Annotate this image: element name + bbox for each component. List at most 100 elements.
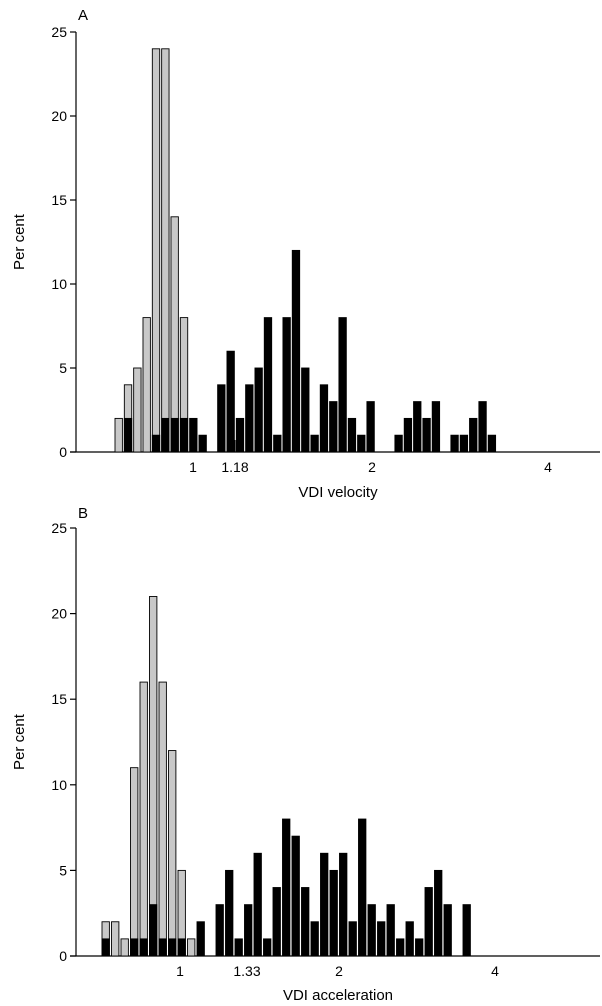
black-bar bbox=[394, 434, 403, 453]
grey-bar bbox=[133, 367, 142, 453]
panel-label: A bbox=[78, 7, 88, 24]
y-tick-label: 10 bbox=[51, 276, 67, 292]
grey-bar bbox=[149, 596, 158, 957]
y-tick-label: 20 bbox=[51, 606, 67, 622]
black-bar bbox=[424, 887, 433, 957]
black-bar bbox=[319, 384, 329, 453]
panel-a: A 0 5 10 15 20 25 1 1.18 2 4 VDI velocity Per… bbox=[11, 7, 600, 501]
x-tick-label: 1 bbox=[176, 963, 184, 979]
black-bar bbox=[358, 818, 367, 957]
y-tick-label: 25 bbox=[51, 24, 67, 40]
black-bar bbox=[215, 904, 224, 957]
black-bar bbox=[339, 852, 348, 957]
black-bar bbox=[310, 921, 319, 957]
black-bars bbox=[123, 249, 497, 453]
grey-bar bbox=[151, 48, 161, 453]
black-bar bbox=[139, 938, 148, 957]
black-bar bbox=[168, 938, 177, 957]
grey-bar bbox=[168, 750, 177, 957]
y-tick-label: 5 bbox=[59, 360, 67, 376]
black-bar bbox=[198, 434, 207, 453]
grey-bar bbox=[114, 417, 123, 453]
grey-bar bbox=[130, 767, 139, 957]
black-bars bbox=[101, 818, 471, 957]
black-bar bbox=[487, 434, 497, 453]
black-bar bbox=[189, 417, 198, 453]
black-bar bbox=[272, 887, 281, 957]
grey-bar bbox=[170, 216, 179, 453]
y-tick-label: 0 bbox=[59, 444, 67, 460]
grey-bar bbox=[161, 48, 170, 453]
black-bar bbox=[179, 417, 189, 453]
x-ticks: 1 1.18 2 4 bbox=[189, 440, 552, 475]
black-bar bbox=[405, 921, 414, 957]
black-bar bbox=[386, 904, 395, 957]
grey-bar bbox=[139, 681, 148, 957]
y-ticks: 0 5 10 15 20 25 bbox=[51, 520, 76, 964]
black-bar bbox=[366, 401, 375, 453]
y-axis-title: Per cent bbox=[11, 713, 28, 770]
black-bar bbox=[263, 938, 272, 957]
y-tick-label: 20 bbox=[51, 108, 67, 124]
black-bar bbox=[415, 938, 424, 957]
black-bar bbox=[459, 434, 469, 453]
black-bar bbox=[254, 367, 263, 453]
x-tick-label: 4 bbox=[544, 459, 552, 475]
y-tick-label: 15 bbox=[51, 192, 67, 208]
black-bar bbox=[291, 835, 300, 957]
x-tick-label: 4 bbox=[491, 963, 499, 979]
black-bar bbox=[450, 434, 459, 453]
black-bar bbox=[469, 417, 478, 453]
black-bar bbox=[377, 921, 386, 957]
black-bar bbox=[357, 434, 366, 453]
black-bar bbox=[413, 401, 422, 453]
black-bar bbox=[235, 417, 245, 453]
black-bar bbox=[282, 317, 291, 453]
black-bar bbox=[320, 852, 329, 957]
black-bar bbox=[263, 317, 273, 453]
black-bar bbox=[245, 384, 254, 453]
black-bar bbox=[431, 401, 441, 453]
black-bar bbox=[478, 401, 487, 453]
black-bar bbox=[149, 904, 158, 957]
y-tick-label: 25 bbox=[51, 520, 67, 536]
black-bar bbox=[244, 904, 253, 957]
x-tick-label: 2 bbox=[368, 459, 376, 475]
black-bar bbox=[329, 869, 338, 957]
black-bar bbox=[161, 417, 170, 453]
black-bar bbox=[196, 921, 205, 957]
x-axis-title: VDI acceleration bbox=[283, 987, 393, 1004]
black-bar bbox=[226, 350, 235, 453]
y-tick-label: 10 bbox=[51, 777, 67, 793]
y-tick-label: 0 bbox=[59, 948, 67, 964]
y-tick-label: 5 bbox=[59, 862, 67, 878]
black-bar bbox=[151, 434, 161, 453]
black-bar bbox=[462, 904, 471, 957]
black-bar bbox=[130, 938, 139, 957]
black-bar bbox=[273, 434, 282, 453]
black-bar bbox=[234, 938, 243, 957]
black-bar bbox=[422, 417, 431, 453]
black-bar bbox=[177, 938, 186, 957]
black-bar bbox=[338, 317, 347, 453]
panel-b: B 0 5 10 15 20 25 1 1.33 2 4 VDI acceleration… bbox=[11, 505, 600, 1004]
black-bar bbox=[225, 869, 234, 957]
x-ticks: 1 1.33 2 4 bbox=[176, 944, 499, 979]
black-bar bbox=[347, 417, 357, 453]
black-bar bbox=[348, 921, 357, 957]
grey-bar bbox=[120, 938, 129, 957]
grey-bar bbox=[142, 317, 151, 453]
panel-label: B bbox=[78, 505, 88, 522]
black-bar bbox=[158, 938, 167, 957]
black-bar bbox=[101, 938, 110, 957]
x-tick-label: 1.18 bbox=[221, 459, 248, 475]
black-bar bbox=[310, 434, 319, 453]
black-bar bbox=[301, 367, 310, 453]
black-bar bbox=[123, 417, 133, 453]
x-axis-title: VDI velocity bbox=[298, 484, 378, 501]
y-tick-label: 15 bbox=[51, 691, 67, 707]
grey-bar bbox=[158, 681, 167, 957]
grey-bars bbox=[114, 48, 189, 453]
black-bar bbox=[434, 869, 443, 957]
